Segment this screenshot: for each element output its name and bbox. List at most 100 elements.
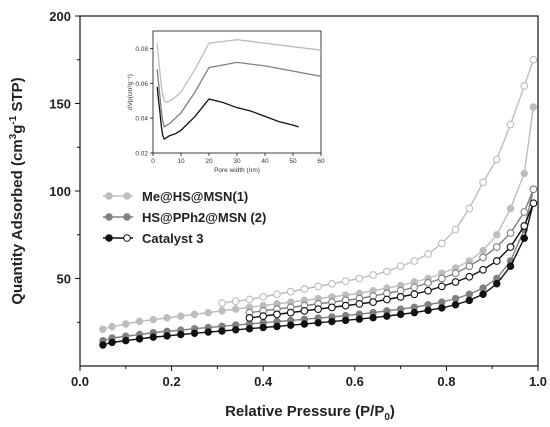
- desorption-point: [231, 297, 240, 306]
- desorption-point: [245, 295, 254, 304]
- adsorption-point: [506, 262, 515, 270]
- desorption-point: [396, 262, 405, 271]
- desorption-point: [300, 307, 309, 315]
- inset-plot-frame: [152, 30, 322, 154]
- adsorption-point: [177, 330, 185, 339]
- x-tick-label: 0.8: [437, 374, 455, 389]
- adsorption-point: [506, 204, 515, 213]
- legend-label: Catalyst 3: [142, 231, 203, 246]
- adsorption-point: [99, 341, 107, 349]
- desorption-point: [410, 283, 419, 292]
- y-tick-label: 200: [49, 9, 71, 24]
- desorption-point: [506, 243, 515, 251]
- adsorption-point: [204, 328, 212, 336]
- desorption-point: [383, 267, 391, 276]
- adsorption-point: [163, 332, 171, 340]
- inset-series-group: [156, 39, 322, 141]
- inset-chart: 0 10 20 30 40 50 60 0.02 0.04 0.06 0.08 Pore widt…: [127, 30, 325, 174]
- legend-item: HS@PPh2@MSN (2): [103, 210, 266, 225]
- inset-x-axis: 0 10 20 30 40 50 60: [151, 153, 325, 165]
- desorption-point: [218, 299, 226, 307]
- adsorption-point: [204, 308, 212, 317]
- adsorption-point: [163, 314, 171, 322]
- inset-x-tick-label: 40: [261, 158, 269, 165]
- inset-x-tick-label: 60: [317, 158, 325, 165]
- adsorption-point: [479, 284, 487, 292]
- adsorption-point: [177, 312, 185, 320]
- main-y-axis: 50 100 150 200: [49, 9, 80, 323]
- y-tick-label: 100: [49, 184, 71, 199]
- adsorption-point: [245, 325, 254, 333]
- desorption-point: [383, 295, 391, 304]
- adsorption-point: [149, 315, 157, 324]
- desorption-point: [328, 303, 336, 312]
- desorption-point: [492, 155, 501, 164]
- adsorption-point: [479, 290, 487, 298]
- desorption-point: [410, 290, 419, 299]
- desorption-point: [492, 257, 501, 265]
- inset-x-tick-label: 20: [205, 158, 213, 165]
- legend-marker: [123, 213, 131, 221]
- series-1: [99, 185, 538, 345]
- adsorption-point: [122, 336, 130, 345]
- adsorption-point: [520, 234, 528, 242]
- main-x-axis: 0.0 0.2 0.4 0.6 0.8 1.0: [71, 366, 547, 389]
- desorption-point: [259, 312, 268, 320]
- desorption-point: [369, 271, 377, 279]
- inset-y-tick-label: 0.02: [135, 151, 148, 158]
- inset-x-axis-title: Pore width (nm): [214, 167, 260, 174]
- desorption-point: [300, 285, 309, 293]
- desorption-point: [369, 298, 377, 306]
- desorption-point: [529, 199, 538, 208]
- desorption-point: [273, 290, 281, 299]
- series-2: [99, 199, 538, 349]
- inset-y-tick-label: 0.06: [135, 81, 148, 88]
- inset-series-line-0: [156, 39, 322, 104]
- y-tick-label: 150: [49, 97, 71, 112]
- inset-x-tick-label: 50: [289, 158, 297, 165]
- x-tick-label: 0.6: [346, 374, 364, 389]
- adsorption-point: [451, 301, 460, 309]
- adsorption-point: [122, 320, 130, 328]
- inset-y-tick-label: 0.08: [135, 46, 148, 53]
- series-0: [99, 55, 538, 333]
- adsorption-point: [328, 317, 336, 326]
- desorption-point: [492, 243, 501, 251]
- adsorption-point: [465, 296, 473, 305]
- inset-x-tick-label: 0: [151, 158, 155, 165]
- desorption-point: [451, 269, 460, 278]
- legend-item: Me@HS@MSN(1): [103, 189, 248, 204]
- adsorption-point: [108, 338, 116, 347]
- inset-series-line-2: [156, 86, 299, 141]
- desorption-point: [437, 274, 446, 283]
- adsorption-point: [465, 290, 473, 298]
- adsorption-point: [341, 316, 350, 325]
- adsorption-point: [300, 320, 309, 328]
- adsorption-point: [355, 315, 364, 323]
- main-series-group: [99, 55, 538, 349]
- adsorption-point: [232, 326, 240, 334]
- y-axis-title: Quantity Adsorbed (cm3g-1 STP): [8, 77, 26, 304]
- desorption-point: [479, 253, 487, 262]
- desorption-point: [245, 314, 254, 322]
- desorption-point: [286, 287, 295, 296]
- desorption-point: [465, 204, 474, 213]
- adsorption-point: [396, 310, 405, 319]
- desorption-point: [506, 120, 515, 129]
- desorption-point: [410, 257, 419, 265]
- legend: Me@HS@MSN(1) HS@PPh2@MSN (2) Catalyst 3: [103, 189, 266, 246]
- adsorption-point: [529, 103, 538, 111]
- legend-marker: [105, 234, 113, 242]
- adsorption-point: [135, 317, 144, 326]
- inset-series-line-1: [156, 61, 322, 128]
- legend-marker: [123, 192, 131, 200]
- legend-label: HS@PPh2@MSN (2): [142, 210, 266, 225]
- desorption-point: [424, 279, 432, 287]
- adsorption-point: [369, 314, 377, 322]
- adsorption-point: [135, 335, 144, 343]
- x-tick-label: 0.4: [254, 374, 273, 389]
- adsorption-point: [493, 280, 501, 288]
- inset-y-axis: 0.02 0.04 0.06 0.08: [135, 46, 153, 158]
- desorption-line: [249, 188, 535, 314]
- desorption-point: [396, 293, 405, 301]
